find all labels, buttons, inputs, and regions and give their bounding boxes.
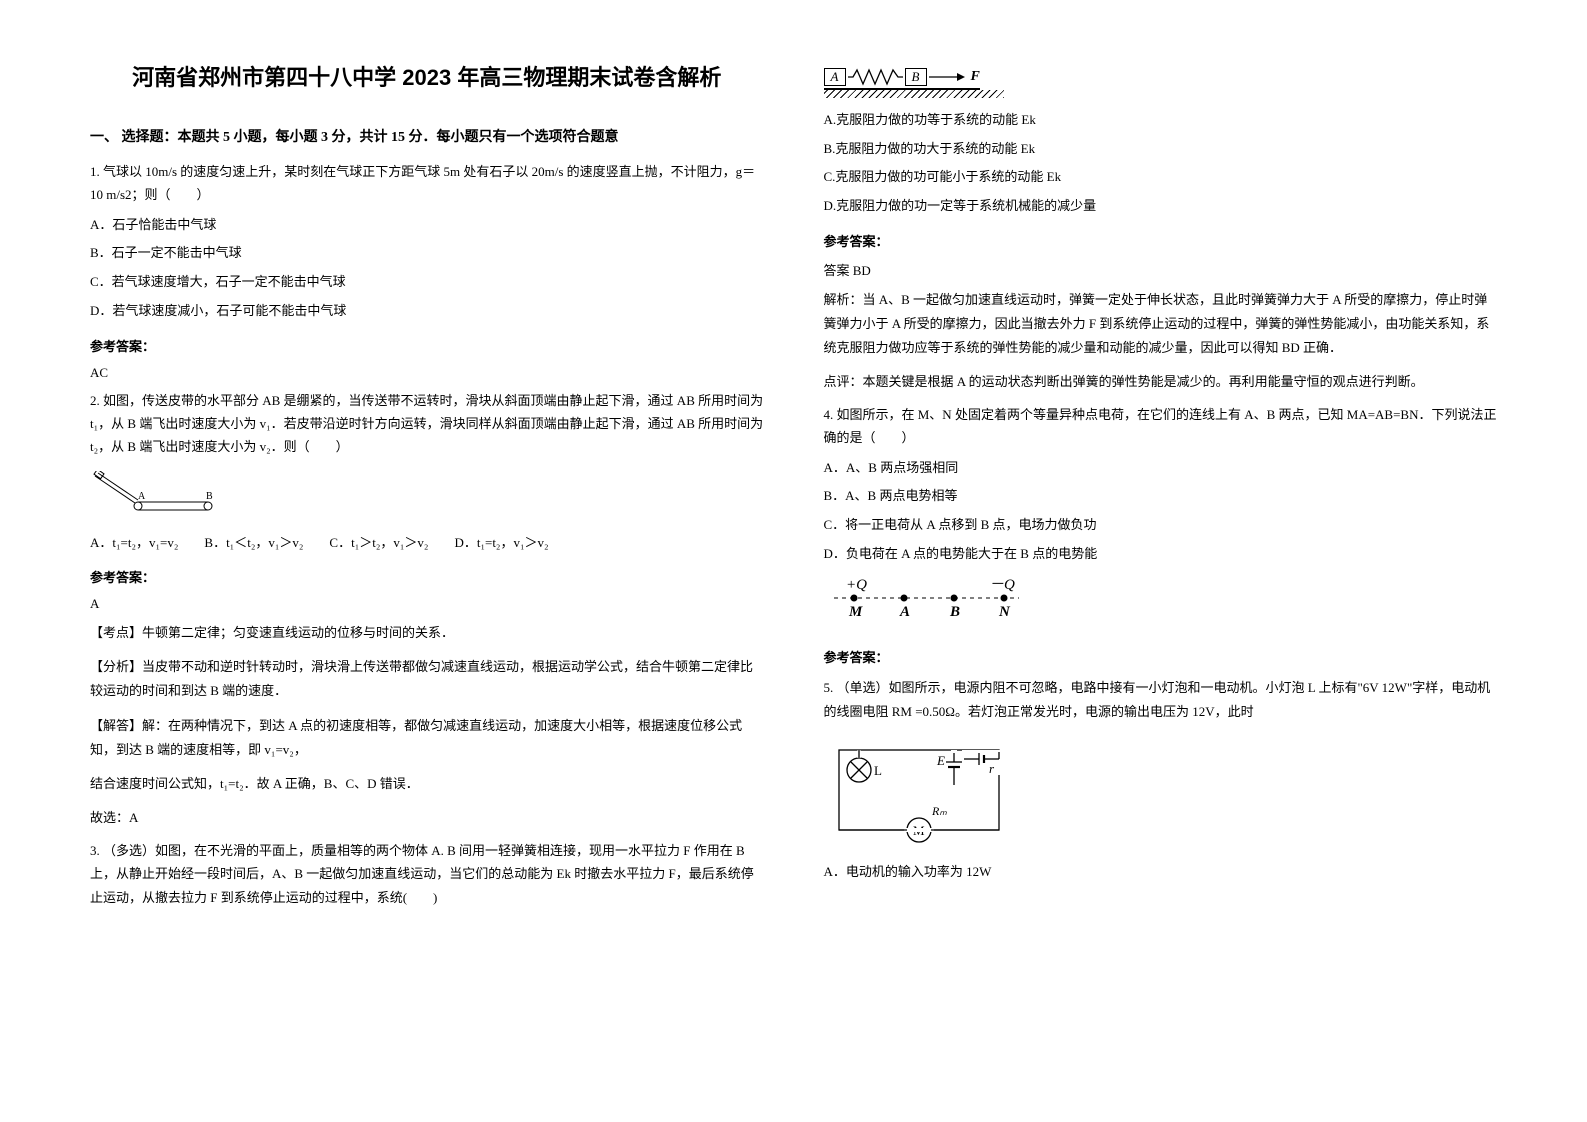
q2-figure: A B <box>90 471 764 521</box>
block-b-icon: B <box>905 68 927 86</box>
force-f-label: F <box>971 69 980 85</box>
q2-stem: 2. 如图，传送皮带的水平部分 AB 是绷紧的，当传送带不运转时，滑块从斜面顶端… <box>90 389 764 459</box>
q3-stem: 3. （多选）如图，在不光滑的平面上，质量相等的两个物体 A. B 间用一轻弹簧… <box>90 839 764 909</box>
q3-analysis: 解析：当 A、B 一起做匀加速直线运动时，弹簧一定处于伸长状态，且此时弹簧弹力大… <box>824 288 1498 360</box>
force-arrow-icon <box>929 68 969 86</box>
q2-solve1: 【解答】解：在两种情况下，到达 A 点的初速度相等，都做匀减速直线运动，加速度大… <box>90 714 764 762</box>
q5-opt-a: A．电动机的输入功率为 12W <box>824 860 1498 885</box>
q4-opt-b: B．A、B 两点电势相等 <box>824 484 1498 509</box>
q5-figure: L E r M Rₘ <box>824 735 1498 850</box>
q3-opt-a: A.克服阻力做的功等于系统的动能 Ek <box>824 108 1498 133</box>
q4-opt-c: C．将一正电荷从 A 点移到 B 点，电场力做负功 <box>824 513 1498 538</box>
q1-opt-c: C．若气球速度增大，石子一定不能击中气球 <box>90 270 764 295</box>
q2-exam-point: 【考点】牛顿第二定律；匀变速直线运动的位移与时间的关系． <box>90 621 764 645</box>
charge-line-icon: +Q －Q M A B N <box>824 576 1034 624</box>
q4-opt-d: D．负电荷在 A 点的电势能大于在 B 点的电势能 <box>824 542 1498 567</box>
right-column: A B F A.克服阻力做的功等于系统的动能 Ek B.克服阻力做的功大于系统的… <box>824 60 1498 1062</box>
rm-label: Rₘ <box>931 804 947 818</box>
q1-opt-b: B．石子一定不能击中气球 <box>90 241 764 266</box>
page-title: 河南省郑州市第四十八中学 2023 年高三物理期末试卷含解析 <box>90 60 764 92</box>
section-head: 一、 选择题：本题共 5 小题，每小题 3 分，共计 15 分．每小题只有一个选… <box>90 126 764 146</box>
q3-comment: 点评：本题关键是根据 A 的运动状态判断出弹簧的弹性势能是减少的。再利用能量守恒… <box>824 370 1498 394</box>
q1-opt-d: D．若气球速度减小，石子可能不能击中气球 <box>90 299 764 324</box>
q2-analysis: 【分析】当皮带不动和逆时针转动时，滑块滑上传送带都做匀减速直线运动，根据运动学公… <box>90 655 764 703</box>
svg-text:A: A <box>138 491 146 502</box>
q3-figure: A B F <box>824 68 1498 98</box>
q1-ans-label: 参考答案： <box>90 336 764 355</box>
svg-text:B: B <box>949 604 960 620</box>
q4-stem: 4. 如图所示，在 M、N 处固定着两个等量异种点电荷，在它们的连线上有 A、B… <box>824 403 1498 450</box>
q3-opt-b: B.克服阻力做的功大于系统的动能 Ek <box>824 137 1498 162</box>
q3-opt-c: C.克服阻力做的功可能小于系统的动能 Ek <box>824 165 1498 190</box>
q3-opt-d: D.克服阻力做的功一定等于系统机械能的减少量 <box>824 194 1498 219</box>
svg-text:N: N <box>998 604 1011 620</box>
q2-opts: A．t₁=t₂，v₁=v₂ B．t₁＜t₂，v₁＞v₂ C．t₁＞t₂，v₁＞v… <box>90 531 764 556</box>
q1-stem: 1. 气球以 10m/s 的速度匀速上升，某时刻在气球正下方距气球 5m 处有石… <box>90 160 764 207</box>
minus-q-label: －Q <box>989 577 1015 593</box>
spring-icon <box>848 68 903 86</box>
q4-ans-label: 参考答案： <box>824 647 1498 666</box>
q2-so: 故选：A <box>90 806 764 830</box>
q4-opt-a: A．A、B 两点场强相同 <box>824 456 1498 481</box>
block-a-icon: A <box>824 68 846 86</box>
left-column: 河南省郑州市第四十八中学 2023 年高三物理期末试卷含解析 一、 选择题：本题… <box>90 60 764 1062</box>
q3-ans-label: 参考答案： <box>824 231 1498 250</box>
emf-e-label: E <box>936 753 945 768</box>
q3-ans: 答案 BD <box>824 260 1498 279</box>
lamp-l-label: L <box>874 763 882 778</box>
q2-ans: A <box>90 596 764 612</box>
q2-solve2: 结合速度时间公式知，t₁=t₂．故 A 正确，B、C、D 错误． <box>90 772 764 796</box>
plus-q-label: +Q <box>846 577 867 593</box>
q1-ans: AC <box>90 365 764 381</box>
q4-figure: +Q －Q M A B N <box>824 576 1498 629</box>
ground-hatch-icon <box>824 90 1004 98</box>
circuit-icon: L E r M Rₘ <box>824 735 1024 845</box>
svg-text:B: B <box>206 491 213 502</box>
q2-ans-label: 参考答案： <box>90 567 764 586</box>
svg-text:M: M <box>848 604 863 620</box>
q1-opt-a: A．石子恰能击中气球 <box>90 213 764 238</box>
conveyor-icon: A B <box>90 471 220 516</box>
svg-text:A: A <box>899 604 910 620</box>
q5-stem: 5. （单选）如图所示，电源内阻不可忽略，电路中接有一小灯泡和一电动机。小灯泡 … <box>824 676 1498 723</box>
